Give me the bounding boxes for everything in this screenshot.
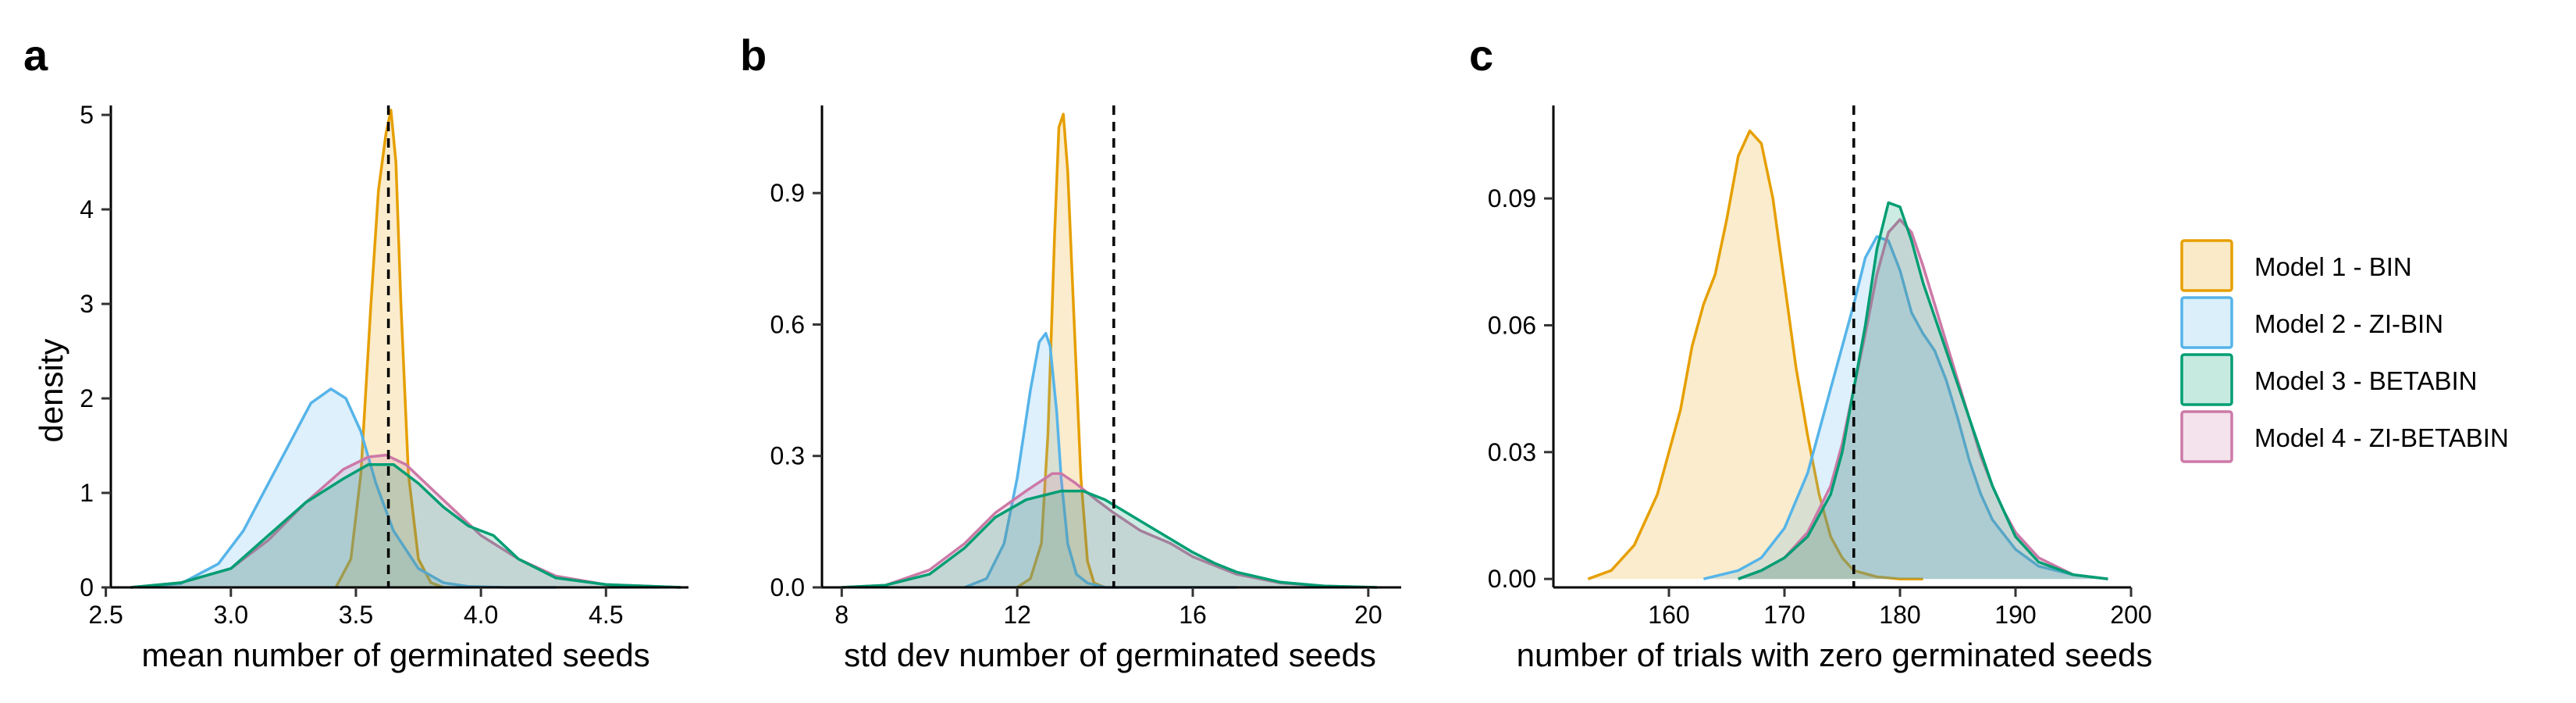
x-tick-label: 180 bbox=[1879, 601, 1920, 629]
x-tick-label: 190 bbox=[1994, 601, 2036, 629]
panel-a: a density mean number of germinated seed… bbox=[23, 30, 688, 673]
panel-c: c number of trials with zero germinated … bbox=[1469, 30, 2152, 673]
legend-label-3: Model 3 - BETABIN bbox=[2254, 366, 2477, 395]
density-area-model-2-zi-bin bbox=[964, 333, 1237, 587]
legend-key-3 bbox=[2180, 353, 2233, 406]
legend-label-1: Model 1 - BIN bbox=[2254, 252, 2412, 281]
y-tick-label: 0 bbox=[80, 573, 94, 601]
x-tick-label: 16 bbox=[1179, 601, 1207, 629]
x-tick-label: 200 bbox=[2110, 601, 2151, 629]
density-line-model-4-zi-betabin bbox=[841, 472, 1378, 589]
y-tick-label: 0.09 bbox=[1488, 184, 1536, 212]
density-area-model-1-bin bbox=[1017, 114, 1105, 587]
density-area-model-3-betabin bbox=[130, 464, 681, 587]
density-line-model-1-bin bbox=[334, 109, 444, 589]
legend-key-2 bbox=[2180, 296, 2233, 349]
panel-letter-c: c bbox=[1469, 30, 1493, 80]
density-area-model-4-zi-betabin bbox=[1738, 219, 2108, 580]
y-tick-label: 0.03 bbox=[1488, 438, 1536, 466]
density-area-model-3-betabin bbox=[841, 491, 1378, 587]
x-axis-title-a: mean number of germinated seeds bbox=[141, 637, 649, 673]
x-tick-label: 3.0 bbox=[214, 601, 248, 629]
density-line-model-1-bin bbox=[1587, 129, 1923, 580]
y-tick-label: 1 bbox=[80, 479, 94, 507]
panel-b: b std dev number of germinated seeds 8 12… bbox=[740, 30, 1401, 673]
legend-key-1 bbox=[2180, 239, 2233, 292]
x-tick-label: 20 bbox=[1354, 601, 1382, 629]
x-tick-label: 3.5 bbox=[339, 601, 373, 629]
legend: Model 1 - BIN Model 2 - ZI-BIN Model 3 -… bbox=[2180, 239, 2509, 463]
x-tick-label: 8 bbox=[834, 601, 849, 629]
x-axis-title-c: number of trials with zero germinated se… bbox=[1517, 637, 2153, 673]
x-axis-title-b: std dev number of germinated seeds bbox=[844, 637, 1376, 673]
y-tick-label: 0.6 bbox=[770, 310, 805, 338]
density-line-model-3-betabin bbox=[841, 489, 1378, 589]
x-tick-label: 4.5 bbox=[589, 601, 623, 629]
y-tick-label: 0.00 bbox=[1488, 565, 1536, 593]
x-tick-label: 12 bbox=[1003, 601, 1031, 629]
y-tick-label: 4 bbox=[80, 195, 94, 223]
y-tick-label: 0.06 bbox=[1488, 311, 1536, 339]
density-area-model-4-zi-betabin bbox=[130, 455, 681, 587]
y-tick-label: 0.9 bbox=[770, 179, 805, 207]
y-tick-label: 3 bbox=[80, 290, 94, 318]
panel-letter-a: a bbox=[23, 30, 48, 80]
density-line-model-3-betabin bbox=[130, 462, 681, 589]
density-line-model-1-bin bbox=[1016, 112, 1106, 589]
legend-label-2: Model 2 - ZI-BIN bbox=[2254, 309, 2443, 338]
y-axis-title-a: density bbox=[33, 338, 69, 442]
x-tick-label: 170 bbox=[1763, 601, 1805, 629]
density-area-model-2-zi-bin bbox=[130, 388, 557, 587]
density-line-model-2-zi-bin bbox=[1703, 235, 2108, 580]
x-tick-label: 160 bbox=[1648, 601, 1689, 629]
y-tick-label: 0.0 bbox=[770, 573, 805, 601]
panel-letter-b: b bbox=[740, 30, 767, 80]
y-tick-label: 5 bbox=[80, 101, 94, 129]
y-tick-label: 0.3 bbox=[770, 442, 805, 470]
x-tick-label: 2.5 bbox=[88, 601, 123, 629]
y-tick-label: 2 bbox=[80, 384, 94, 412]
density-area-model-4-zi-betabin bbox=[841, 473, 1378, 587]
density-line-model-2-zi-bin bbox=[130, 387, 557, 589]
x-tick-label: 4.0 bbox=[464, 601, 498, 629]
legend-label-4: Model 4 - ZI-BETABIN bbox=[2254, 423, 2509, 452]
legend-key-4 bbox=[2180, 410, 2233, 463]
density-area-model-1-bin bbox=[1588, 130, 1923, 580]
density-line-model-3-betabin bbox=[1738, 201, 2108, 580]
density-area-model-3-betabin bbox=[1738, 202, 2108, 580]
density-area-model-2-zi-bin bbox=[1703, 236, 2108, 580]
